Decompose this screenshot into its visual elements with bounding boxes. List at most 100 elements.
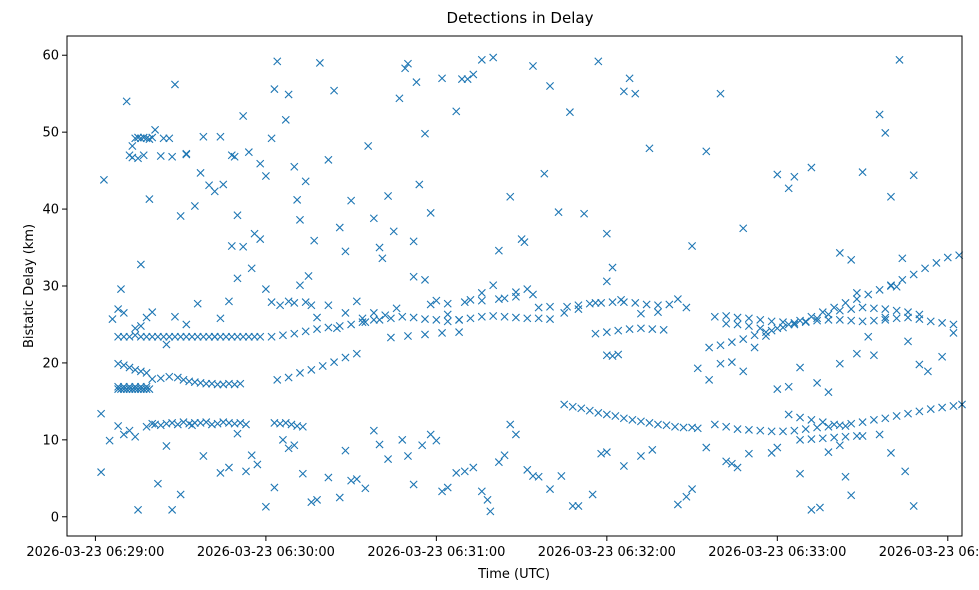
data-point-marker xyxy=(790,320,799,329)
data-point-marker xyxy=(352,349,361,358)
data-point-marker xyxy=(554,208,563,217)
data-point-marker xyxy=(281,418,290,427)
data-point-marker xyxy=(520,238,529,247)
data-point-marker xyxy=(403,452,412,460)
data-point-marker xyxy=(378,254,387,263)
data-point-marker xyxy=(807,415,816,424)
data-point-marker xyxy=(125,363,134,372)
data-point-marker xyxy=(219,180,228,189)
data-point-marker xyxy=(869,351,878,360)
data-point-marker xyxy=(702,443,711,452)
data-point-marker xyxy=(369,315,378,324)
data-point-marker xyxy=(239,332,248,341)
data-point-marker xyxy=(477,487,486,496)
data-point-marker xyxy=(631,298,640,307)
data-point-marker xyxy=(858,418,867,427)
data-point-marker xyxy=(418,441,427,450)
data-point-marker xyxy=(477,312,486,321)
data-point-marker xyxy=(244,148,253,157)
data-point-marker xyxy=(727,338,736,347)
data-point-marker xyxy=(915,407,924,416)
data-point-marker xyxy=(136,332,145,341)
data-point-marker xyxy=(602,448,611,457)
data-point-marker xyxy=(281,115,290,124)
data-point-marker xyxy=(645,144,654,153)
data-point-marker xyxy=(421,315,429,324)
data-point-marker xyxy=(602,277,611,286)
data-point-marker xyxy=(244,332,253,341)
data-point-marker xyxy=(236,379,245,388)
data-point-marker xyxy=(466,295,475,304)
data-point-marker xyxy=(858,317,867,326)
data-point-marker xyxy=(636,324,645,333)
data-point-marker xyxy=(153,479,162,488)
data-point-marker xyxy=(665,300,674,309)
data-point-marker xyxy=(739,335,748,344)
data-point-marker xyxy=(284,373,293,382)
data-point-marker xyxy=(801,317,810,326)
data-point-marker xyxy=(693,424,702,433)
data-point-marker xyxy=(173,373,182,382)
data-point-marker xyxy=(568,402,577,411)
data-point-marker xyxy=(179,418,188,427)
data-point-marker xyxy=(815,503,824,512)
y-tick-label: 40 xyxy=(42,203,59,218)
data-point-marker xyxy=(375,315,384,324)
data-point-marker xyxy=(188,421,197,430)
data-point-marker xyxy=(932,258,941,267)
data-point-marker xyxy=(619,462,628,470)
data-point-marker xyxy=(270,483,279,492)
data-point-marker xyxy=(892,306,901,315)
data-point-marker xyxy=(409,237,418,246)
data-point-marker xyxy=(585,406,594,415)
data-point-marker xyxy=(869,304,878,313)
data-point-marker xyxy=(438,328,447,337)
data-point-marker xyxy=(170,332,179,341)
data-point-marker xyxy=(131,432,140,441)
data-point-marker xyxy=(546,315,555,324)
data-point-marker xyxy=(278,331,287,340)
data-point-marker xyxy=(261,172,270,180)
data-point-marker xyxy=(341,247,350,256)
data-point-marker xyxy=(511,430,520,439)
data-point-marker xyxy=(216,468,225,477)
data-point-marker xyxy=(636,417,645,426)
data-point-marker xyxy=(682,492,691,501)
data-point-marker xyxy=(705,343,714,352)
data-point-marker xyxy=(270,85,279,94)
data-point-marker xyxy=(528,62,537,70)
data-point-marker xyxy=(739,224,748,233)
data-point-marker xyxy=(392,304,401,313)
data-point-marker xyxy=(847,419,856,428)
data-point-marker xyxy=(239,242,248,251)
data-point-marker xyxy=(546,485,555,494)
data-point-marker xyxy=(224,297,233,306)
data-point-marker xyxy=(156,152,165,160)
data-point-marker xyxy=(733,313,742,322)
data-point-marker xyxy=(523,314,532,323)
data-point-marker xyxy=(886,192,895,201)
data-point-marker xyxy=(483,495,492,504)
data-point-marker xyxy=(307,301,316,310)
data-point-marker xyxy=(267,134,276,143)
data-point-marker xyxy=(324,323,333,332)
data-point-marker xyxy=(636,309,645,318)
data-point-marker xyxy=(807,435,816,444)
chart-title: Detections in Delay xyxy=(447,9,594,27)
data-point-marker xyxy=(835,359,844,368)
data-point-marker xyxy=(588,490,597,499)
data-point-marker xyxy=(673,500,682,509)
data-point-marker xyxy=(796,469,805,478)
data-point-marker xyxy=(679,423,688,432)
data-point-marker xyxy=(494,458,503,467)
data-point-marker xyxy=(284,444,293,453)
data-point-marker xyxy=(301,298,310,307)
data-point-marker xyxy=(898,275,907,284)
data-point-marker xyxy=(119,382,128,391)
data-points xyxy=(97,53,966,516)
data-point-marker xyxy=(190,202,199,210)
data-point-marker xyxy=(227,332,236,341)
data-point-marker xyxy=(580,209,589,218)
data-point-marker xyxy=(779,427,787,436)
